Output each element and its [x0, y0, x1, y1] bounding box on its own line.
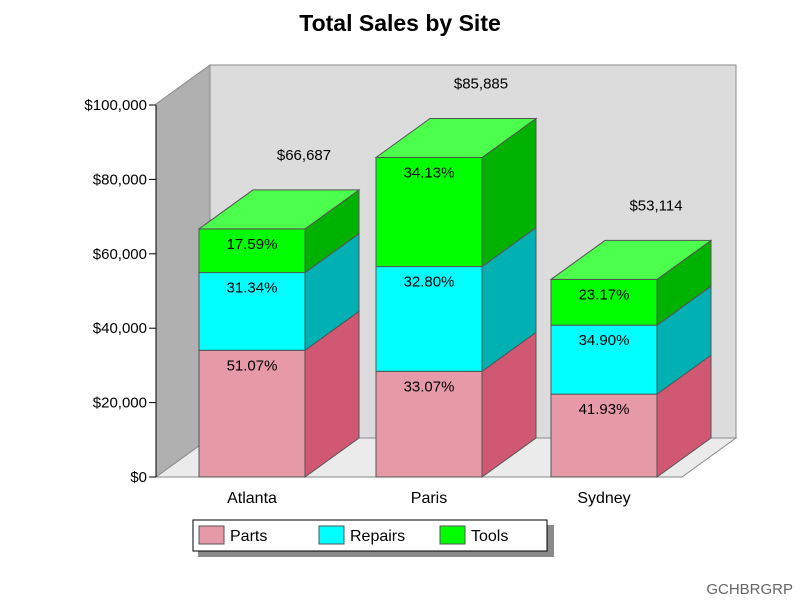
y-tick-label: $60,000 [93, 246, 147, 263]
x-axis-labels: Atlanta Paris Sydney [227, 490, 631, 507]
data-label-percent: 32.80% [404, 274, 455, 291]
bar-segment-front [550, 324, 658, 395]
data-label-percent: 34.90% [579, 332, 630, 349]
data-label-percent: 34.13% [404, 165, 455, 182]
y-tick-label: $80,000 [93, 171, 147, 188]
data-label-percent: 51.07% [227, 357, 278, 374]
bar-segment-front [375, 370, 483, 478]
y-tick-label: $0 [130, 469, 147, 486]
y-tick-label: $40,000 [93, 320, 147, 337]
x-tick-label: Atlanta [227, 490, 277, 507]
x-tick-label: Sydney [577, 490, 630, 507]
data-label-percent: 33.07% [404, 378, 455, 395]
data-label-total: $53,114 [629, 197, 682, 214]
bar-top [374, 118, 538, 159]
y-tick-label: $100,000 [84, 97, 147, 114]
data-label-total: $85,885 [454, 76, 508, 93]
data-label-percent: 23.17% [579, 286, 630, 303]
data-label-total: $66,687 [277, 147, 331, 164]
bar-top [549, 239, 713, 280]
legend-swatch [318, 525, 345, 545]
bar-segment-front [375, 157, 483, 268]
legend: Parts Repairs Tools [192, 519, 554, 557]
bar-top [197, 189, 361, 230]
x-tick-label: Paris [411, 490, 447, 507]
y-tick-label: $20,000 [93, 395, 147, 412]
bar-segment-front [375, 266, 483, 372]
footnote: GCHBRGRP [706, 581, 793, 598]
bar-segment-front [198, 228, 306, 274]
chart-title: Total Sales by Site [299, 10, 501, 36]
legend-swatch [439, 525, 466, 545]
legend-label: Tools [471, 528, 508, 545]
bar-segment-front [550, 393, 658, 478]
legend-label: Parts [230, 528, 267, 545]
data-label-percent: 31.34% [227, 280, 278, 297]
legend-label: Repairs [350, 528, 405, 545]
y-axis: $0 $20,000 $40,000 $60,000 $80,000 $100,000 [84, 97, 157, 486]
legend-box [192, 519, 548, 552]
bar-stacks: 51.07% 31.34% 17.59% $66,687 33.07% 32.80% 34.… [197, 76, 713, 478]
legend-swatch [198, 525, 225, 545]
data-label-percent: 41.93% [579, 401, 630, 418]
bar-segment-front [198, 349, 306, 478]
data-label-percent: 17.59% [227, 236, 278, 253]
